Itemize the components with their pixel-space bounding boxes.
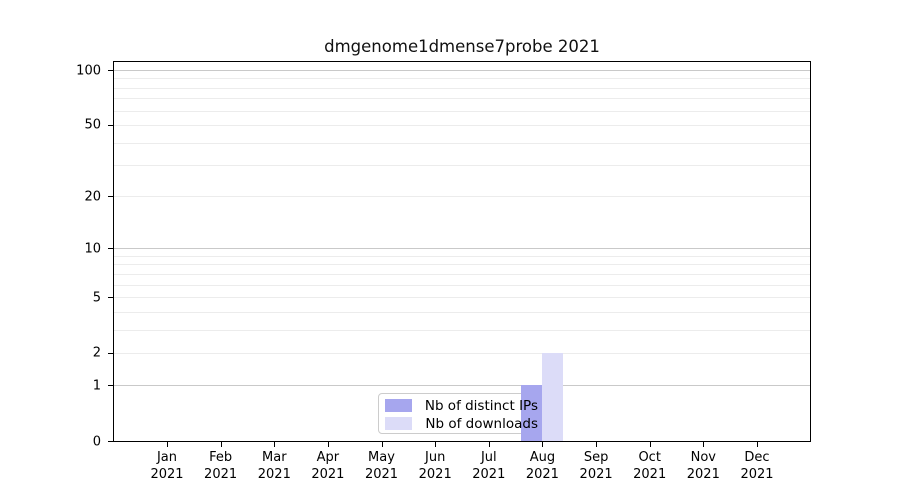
x-tick-label: Nov 2021 bbox=[663, 450, 743, 483]
x-tick-mark bbox=[649, 442, 651, 447]
x-tick-month: Aug bbox=[529, 450, 556, 465]
y-tick-label: 100 bbox=[76, 63, 101, 78]
x-tick-month: Apr bbox=[316, 450, 340, 465]
x-tick-year: 2021 bbox=[633, 466, 667, 482]
x-tick-year: 2021 bbox=[418, 466, 452, 482]
y-tick-label: 1 bbox=[92, 378, 101, 394]
x-tick-month: Mar bbox=[262, 450, 287, 465]
x-tick-mark bbox=[220, 442, 222, 447]
y-tick-label: 5 bbox=[92, 290, 101, 305]
gridline-minor bbox=[114, 124, 810, 126]
y-tick-mark bbox=[108, 297, 113, 298]
y-tick-label: 20 bbox=[84, 189, 101, 205]
gridline-major bbox=[114, 385, 810, 387]
x-tick-year: 2021 bbox=[472, 466, 506, 482]
y-tick-label: 50 bbox=[84, 117, 101, 133]
x-tick-label: May 2021 bbox=[342, 450, 422, 483]
x-tick-label: Oct 2021 bbox=[610, 450, 690, 483]
y-tick-mark bbox=[108, 441, 113, 442]
x-tick-year: 2021 bbox=[204, 466, 238, 482]
gridline-minor bbox=[114, 273, 810, 275]
legend-swatch-downloads bbox=[385, 417, 412, 430]
x-tick-year: 2021 bbox=[311, 466, 345, 482]
y-tick-mark bbox=[108, 385, 113, 387]
x-tick-year: 2021 bbox=[740, 466, 774, 482]
x-tick-mark bbox=[596, 442, 598, 447]
gridline-minor bbox=[114, 329, 810, 331]
gridline-major bbox=[114, 70, 810, 71]
gridline-minor bbox=[114, 255, 810, 257]
x-tick-mark bbox=[703, 442, 705, 447]
y-tick-mark bbox=[108, 124, 113, 126]
chart-title: dmgenome1dmense7probe 2021 bbox=[324, 37, 600, 56]
x-tick-month: Dec bbox=[744, 450, 770, 465]
x-tick-label: Aug 2021 bbox=[502, 450, 582, 483]
x-tick-year: 2021 bbox=[257, 466, 291, 482]
x-tick-month: May bbox=[368, 450, 395, 465]
y-tick-mark bbox=[108, 70, 113, 71]
gridline-minor bbox=[114, 311, 810, 313]
gridline-minor bbox=[114, 264, 810, 266]
x-tick-mark bbox=[488, 442, 490, 447]
gridlines-layer bbox=[114, 62, 810, 441]
x-tick-year: 2021 bbox=[686, 466, 720, 482]
gridline-minor bbox=[114, 284, 810, 286]
gridline-minor bbox=[114, 352, 810, 354]
gridline-minor bbox=[114, 297, 810, 298]
x-tick-label: Jan 2021 bbox=[127, 450, 207, 483]
x-tick-year: 2021 bbox=[364, 466, 399, 482]
x-tick-month: Sep bbox=[583, 450, 609, 465]
gridline-minor bbox=[114, 196, 810, 198]
x-tick-label: Dec 2021 bbox=[717, 450, 797, 483]
x-tick-label: Jul 2021 bbox=[449, 450, 529, 483]
x-tick-mark bbox=[274, 442, 276, 447]
x-tick-label: Mar 2021 bbox=[234, 450, 314, 483]
x-tick-mark bbox=[327, 442, 329, 447]
x-tick-month: Nov bbox=[690, 450, 716, 465]
gridline-minor bbox=[114, 142, 810, 144]
legend-swatch-distinct-ips bbox=[385, 399, 412, 412]
x-tick-month: Jun bbox=[425, 450, 446, 465]
y-tick-mark bbox=[108, 248, 113, 250]
x-tick-mark bbox=[381, 442, 383, 447]
legend-label-downloads: Nb of downloads bbox=[425, 415, 538, 432]
y-tick-mark bbox=[108, 352, 113, 354]
bar-downloads bbox=[542, 352, 564, 441]
y-tick-label: 10 bbox=[84, 241, 101, 257]
x-tick-label: Apr 2021 bbox=[288, 450, 368, 483]
gridline-minor bbox=[114, 110, 810, 112]
legend-entry-distinct-ips: Nb of distinct IPs bbox=[385, 397, 546, 414]
gridline-minor bbox=[114, 87, 810, 89]
bars-layer bbox=[114, 62, 810, 441]
x-tick-month: Jan bbox=[156, 450, 178, 465]
legend-entry-downloads: Nb of downloads bbox=[385, 415, 546, 432]
gridline-major bbox=[114, 248, 810, 250]
y-tick-label: 2 bbox=[92, 345, 101, 361]
y-tick-mark bbox=[108, 196, 113, 198]
x-tick-mark bbox=[757, 442, 758, 447]
x-tick-year: 2021 bbox=[579, 466, 613, 482]
legend: Nb of distinct IPs Nb of downloads bbox=[378, 393, 546, 432]
x-tick-label: Sep 2021 bbox=[556, 450, 636, 483]
x-tick-year: 2021 bbox=[150, 466, 184, 482]
x-tick-year: 2021 bbox=[525, 466, 559, 482]
gridline-minor bbox=[114, 98, 810, 100]
gridline-minor bbox=[114, 78, 810, 80]
gridline-minor bbox=[114, 164, 810, 166]
x-tick-label: Feb 2021 bbox=[181, 450, 261, 483]
x-tick-month: Oct bbox=[638, 450, 661, 465]
bar-distinct-ips bbox=[521, 385, 543, 441]
plot-area: Nb of distinct IPs Nb of downloads bbox=[113, 61, 811, 442]
x-tick-mark bbox=[542, 442, 544, 447]
x-tick-mark bbox=[167, 442, 168, 447]
x-tick-label: Jun 2021 bbox=[395, 450, 475, 483]
x-tick-month: Feb bbox=[209, 450, 233, 465]
x-tick-mark bbox=[435, 442, 437, 447]
x-tick-month: Jul bbox=[480, 450, 497, 465]
y-tick-label: 0 bbox=[92, 434, 101, 449]
legend-label-distinct-ips: Nb of distinct IPs bbox=[424, 397, 538, 414]
